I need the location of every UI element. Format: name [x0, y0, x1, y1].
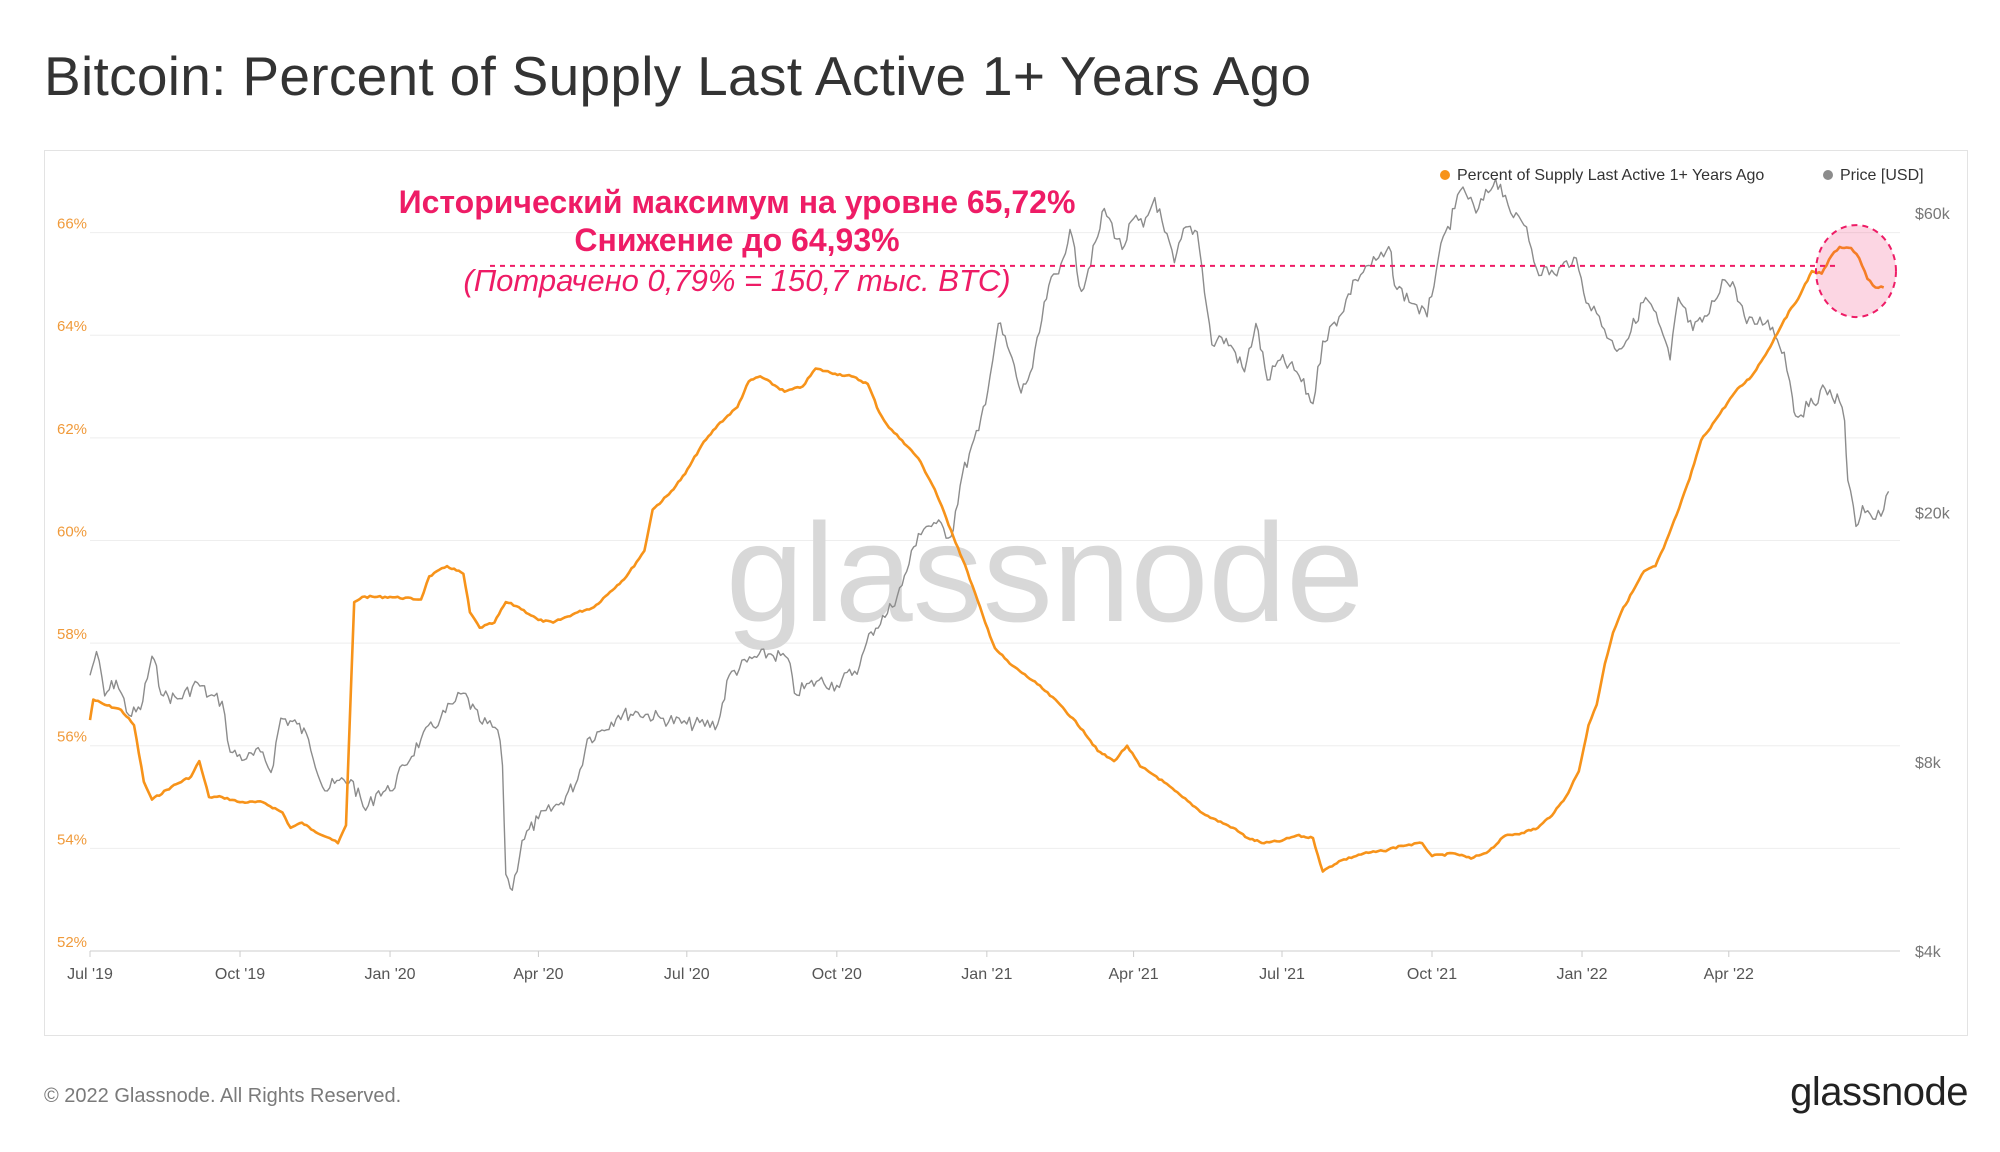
annotation-line-2: Снижение до 64,93%	[574, 222, 899, 258]
left-axis-tick-label: 60%	[57, 523, 87, 540]
annotation: Исторический максимум на уровне 65,72% С…	[399, 184, 1897, 319]
left-axis-tick-label: 54%	[57, 831, 87, 848]
x-axis-tick-label: Oct '19	[215, 966, 265, 983]
grid	[90, 232, 1900, 952]
legend: Percent of Supply Last Active 1+ Years A…	[1440, 167, 1924, 184]
page-title: Bitcoin: Percent of Supply Last Active 1…	[44, 45, 1312, 107]
right-axis-tick-label: $4k	[1915, 944, 1942, 961]
left-axis-tick-label: 56%	[57, 729, 87, 746]
chart: glassnode 52% 54% 56% 58% 60% 62% 64% 66% $4k $8…	[57, 167, 1951, 983]
x-axis-tick-label: Apr '21	[1109, 966, 1159, 983]
glassnode-logo: glassnode	[1790, 1070, 1968, 1114]
right-axis-tick-label: $60k	[1915, 206, 1951, 223]
series-line-supply	[88, 245, 1885, 873]
left-axis-tick-label: 62%	[57, 421, 87, 438]
series-line-price	[89, 178, 1890, 891]
x-axis-tick-label: Jan '22	[1556, 966, 1607, 983]
x-axis-tick-label: Jan '21	[961, 966, 1012, 983]
left-axis: 52% 54% 56% 58% 60% 62% 64% 66%	[57, 216, 87, 951]
watermark-text: glassnode	[726, 494, 1364, 651]
left-axis-tick-label: 52%	[57, 934, 87, 951]
x-axis-tick-label: Jul '20	[664, 966, 710, 983]
x-axis-tick-label: Apr '22	[1704, 966, 1754, 983]
left-axis-tick-label: 66%	[57, 216, 87, 233]
x-axis: Jul '19 Oct '19 Jan '20 Apr '20 Jul '20 Oct '…	[67, 951, 1754, 983]
copyright-text: © 2022 Glassnode. All Rights Reserved.	[44, 1085, 402, 1107]
left-axis-tick-label: 58%	[57, 626, 87, 643]
x-axis-tick-label: Oct '20	[812, 966, 862, 983]
x-axis-tick-label: Apr '20	[513, 966, 563, 983]
legend-marker	[1440, 170, 1450, 180]
x-axis-tick-label: Jul '19	[67, 966, 113, 983]
x-axis-tick-label: Oct '21	[1407, 966, 1457, 983]
legend-marker	[1823, 170, 1833, 180]
annotation-line-1: Исторический максимум на уровне 65,72%	[399, 184, 1076, 220]
right-axis: $4k $8k $20k $60k	[1915, 206, 1951, 961]
legend-label: Price [USD]	[1840, 167, 1924, 184]
annotation-highlight-circle	[1814, 224, 1897, 319]
left-axis-tick-label: 64%	[57, 318, 87, 335]
annotation-line-3: (Потрачено 0,79% = 150,7 тыс. BTC)	[463, 263, 1010, 298]
series-layer	[88, 178, 1890, 891]
right-axis-tick-label: $20k	[1915, 505, 1951, 522]
legend-label: Percent of Supply Last Active 1+ Years A…	[1457, 167, 1764, 184]
x-axis-tick-label: Jan '20	[364, 966, 415, 983]
chart-frame: glassnode 52% 54% 56% 58% 60% 62% 64% 66% $4k $8…	[44, 150, 1968, 1036]
x-axis-tick-label: Jul '21	[1259, 966, 1305, 983]
right-axis-tick-label: $8k	[1915, 755, 1942, 772]
